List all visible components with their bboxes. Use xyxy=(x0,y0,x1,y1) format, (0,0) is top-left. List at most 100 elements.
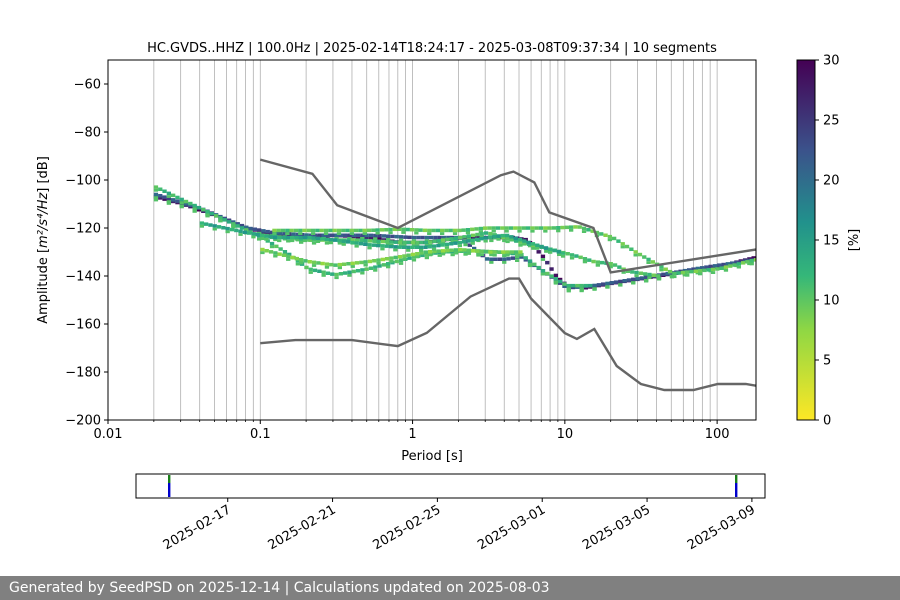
psd-cell xyxy=(272,228,277,233)
psd-cell xyxy=(712,264,718,268)
psd-cell xyxy=(723,265,729,269)
psd-cell xyxy=(388,244,394,249)
psd-cell xyxy=(747,262,752,266)
psd-cell xyxy=(367,243,372,247)
psd-cell xyxy=(415,255,420,259)
psd-cell xyxy=(424,235,429,240)
psd-cell xyxy=(672,275,677,279)
psd-cell xyxy=(350,265,355,268)
psd-cell xyxy=(436,243,441,248)
psd-cell xyxy=(212,227,217,231)
psd-cell xyxy=(330,233,335,237)
psd-cell xyxy=(475,232,480,237)
psd-cell xyxy=(362,232,367,235)
psd-cell xyxy=(637,252,643,257)
psd-cell xyxy=(394,259,399,264)
psd-cell xyxy=(226,220,232,224)
psd-cell xyxy=(397,245,402,249)
psd-cell xyxy=(728,264,733,268)
psd-cell xyxy=(294,256,299,261)
psd-cell xyxy=(419,251,424,255)
psd-cell xyxy=(289,228,294,233)
psd-cell xyxy=(393,240,398,244)
psd-cell xyxy=(505,233,510,238)
psd-cell xyxy=(505,253,510,257)
psd-cell xyxy=(379,228,385,232)
psd-cell xyxy=(530,242,536,246)
psd-cell xyxy=(514,250,519,254)
psd-cell xyxy=(277,235,282,240)
psd-cell xyxy=(414,228,419,232)
psd-cell xyxy=(295,262,300,266)
psd-cell xyxy=(264,249,269,253)
psd-cell xyxy=(205,213,210,217)
psd-cell xyxy=(685,273,690,277)
psd-cell xyxy=(479,236,484,241)
psd-cell xyxy=(431,247,437,251)
psd-cell xyxy=(556,229,561,233)
psd-cell xyxy=(362,228,367,233)
timeline-frame xyxy=(135,473,766,499)
psd-cell xyxy=(736,262,741,266)
psd-cell xyxy=(225,226,230,231)
psd-cell xyxy=(376,243,381,248)
psd-cell xyxy=(489,261,494,264)
psd-cell xyxy=(290,239,295,243)
psd-cell xyxy=(437,242,442,246)
psd-cell xyxy=(644,275,649,279)
psd-cell xyxy=(440,232,445,235)
psd-cell xyxy=(278,231,283,235)
psd-cell xyxy=(474,227,479,231)
x-axis-ticks: 0.01 0.1 1 10 100 xyxy=(94,420,730,442)
psd-cell xyxy=(446,235,451,240)
psd-cell xyxy=(153,188,159,192)
psd-cell xyxy=(302,235,308,240)
psd-cell xyxy=(354,244,359,248)
colorbar-ticks: 0 5 10 15 20 25 30 xyxy=(815,54,840,429)
psd-cell xyxy=(406,253,411,257)
footer-text: Generated by SeedPSD on 2025-12-14 | Cal… xyxy=(9,580,550,596)
psd-cell xyxy=(347,233,352,237)
psd-cell xyxy=(319,228,324,233)
psd-cell xyxy=(453,251,459,255)
psd-cell xyxy=(569,253,575,257)
psd-cell xyxy=(406,249,411,252)
psd-cell xyxy=(544,250,549,253)
psd-cell xyxy=(376,258,381,262)
psd-cell xyxy=(402,254,407,258)
psd-cell xyxy=(505,236,510,241)
psd-cell xyxy=(175,195,180,200)
psd-cell xyxy=(493,257,498,261)
psd-cell xyxy=(328,237,333,242)
psd-cell xyxy=(672,271,677,276)
psd-cell xyxy=(384,228,389,232)
psd-cell xyxy=(427,232,432,235)
psd-cell xyxy=(316,261,321,265)
psd-cell xyxy=(471,249,476,253)
psd-cell xyxy=(465,228,471,232)
psd-cell xyxy=(667,269,673,274)
psd-cell xyxy=(634,270,639,275)
psd-cell xyxy=(368,233,374,238)
psd-cell xyxy=(583,283,589,288)
psd-cell xyxy=(277,239,282,243)
psd-cell xyxy=(388,227,393,232)
psd-cell xyxy=(609,281,614,285)
psd-cell xyxy=(218,216,223,220)
psd-cell xyxy=(526,226,531,230)
psd-cell xyxy=(458,235,463,240)
psd-cell xyxy=(531,247,536,250)
psd-cell xyxy=(527,259,533,263)
psd-cell xyxy=(320,237,325,241)
psd-cell xyxy=(260,251,265,255)
psd-cell xyxy=(247,231,252,235)
psd-cell xyxy=(336,228,342,233)
psd-cell xyxy=(470,227,475,232)
psd-cell xyxy=(201,207,206,212)
psd-cell xyxy=(359,260,364,265)
psd-cell xyxy=(332,228,337,233)
psd-cell xyxy=(325,233,331,237)
psd-cell xyxy=(375,228,380,232)
psd-cell xyxy=(338,233,343,237)
psd-cell xyxy=(483,239,488,243)
